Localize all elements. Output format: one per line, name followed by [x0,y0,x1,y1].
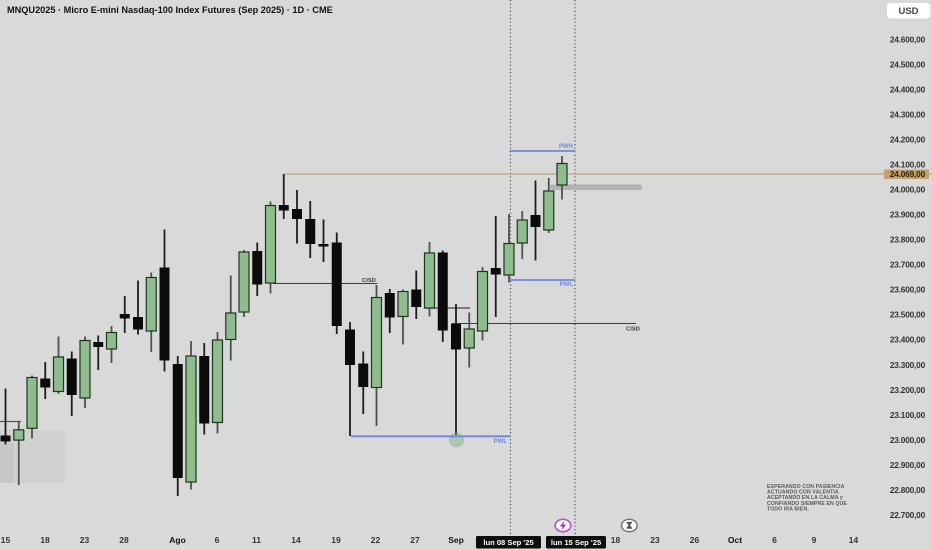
svg-text:23.000,00: 23.000,00 [890,435,926,445]
svg-text:19: 19 [331,535,341,545]
svg-text:14: 14 [291,535,301,545]
svg-text:lun 15 Sep '25: lun 15 Sep '25 [551,538,602,547]
svg-text:23.800,00: 23.800,00 [890,235,926,245]
svg-text:23.600,00: 23.600,00 [890,285,926,295]
svg-text:CISD: CISD [362,278,376,284]
svg-text:ESPERANDO CON PASIENCIA ACTUAN: ESPERANDO CON PASIENCIA ACTUANDO CON VAL… [767,484,848,512]
svg-text:18: 18 [611,535,621,545]
svg-text:6: 6 [772,535,777,545]
svg-text:MNQU2025 · Micro E-mini Nasdaq: MNQU2025 · Micro E-mini Nasdaq-100 Index… [7,5,333,15]
svg-text:23.200,00: 23.200,00 [890,385,926,395]
svg-text:22.700,00: 22.700,00 [890,510,926,520]
svg-text:28: 28 [119,535,129,545]
svg-text:CISD: CISD [626,327,640,333]
svg-text:9: 9 [812,535,817,545]
svg-text:23: 23 [80,535,90,545]
svg-text:24.600,00: 24.600,00 [890,35,926,45]
svg-text:lun 08 Sep '25: lun 08 Sep '25 [483,538,534,547]
svg-text:24.100,00: 24.100,00 [890,160,926,170]
svg-text:27: 27 [410,535,420,545]
svg-text:USD: USD [898,6,918,17]
svg-text:24.400,00: 24.400,00 [890,85,926,95]
svg-text:15: 15 [1,535,11,545]
svg-text:24.500,00: 24.500,00 [890,60,926,70]
svg-text:6: 6 [215,535,220,545]
svg-text:14: 14 [849,535,859,545]
svg-text:26: 26 [690,535,700,545]
svg-text:24.300,00: 24.300,00 [890,110,926,120]
svg-text:Ago: Ago [169,535,186,545]
svg-text:23: 23 [650,535,660,545]
svg-text:PWH: PWH [559,144,573,150]
svg-text:Sep: Sep [448,535,464,545]
svg-text:24.069,00: 24.069,00 [890,169,926,179]
svg-text:23.300,00: 23.300,00 [890,360,926,370]
svg-text:23.500,00: 23.500,00 [890,310,926,320]
svg-text:23.700,00: 23.700,00 [890,260,926,270]
svg-text:22.900,00: 22.900,00 [890,460,926,470]
svg-text:24.000,00: 24.000,00 [890,185,926,195]
svg-text:Oct: Oct [728,535,742,545]
svg-text:23.400,00: 23.400,00 [890,335,926,345]
svg-text:22.800,00: 22.800,00 [890,485,926,495]
svg-text:22: 22 [371,535,381,545]
svg-text:11: 11 [252,535,261,545]
svg-text:PWL: PWL [494,439,508,445]
svg-text:23.100,00: 23.100,00 [890,410,926,420]
svg-text:24.200,00: 24.200,00 [890,135,926,145]
svg-text:PWL: PWL [560,282,574,288]
svg-text:23.900,00: 23.900,00 [890,210,926,220]
svg-text:18: 18 [40,535,50,545]
